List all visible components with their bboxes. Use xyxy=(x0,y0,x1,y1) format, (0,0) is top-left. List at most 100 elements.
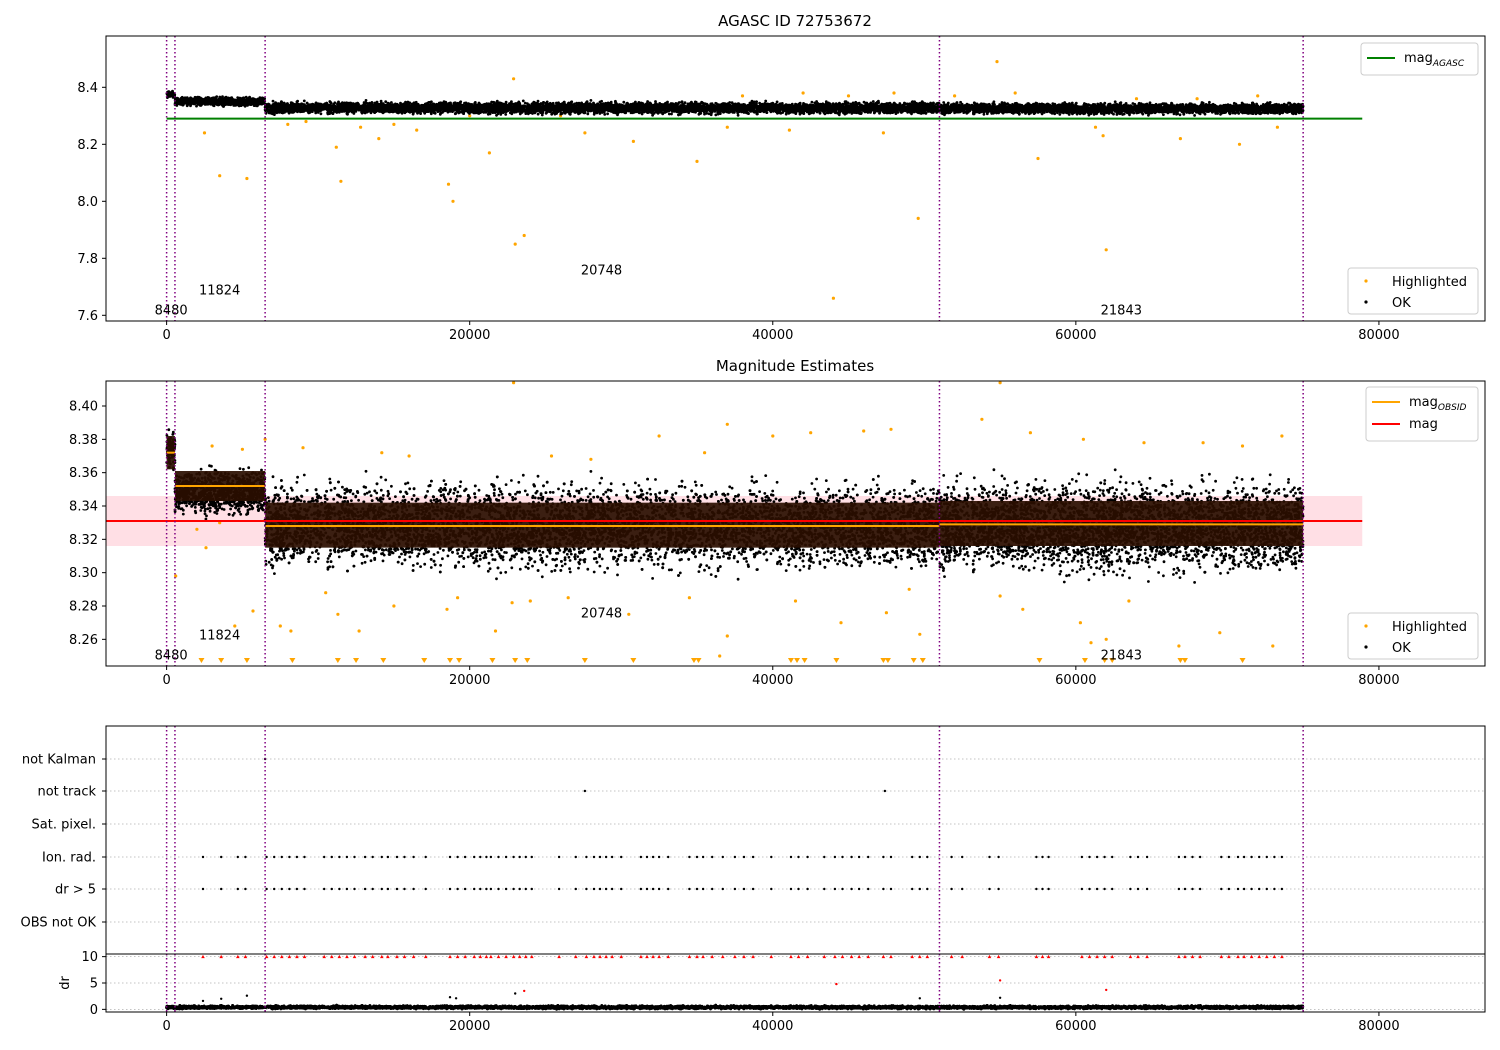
ok-point xyxy=(858,112,862,115)
highlighted-point xyxy=(522,233,526,238)
ok-point xyxy=(379,99,383,103)
ok-point xyxy=(209,99,213,103)
highlighted-point xyxy=(846,94,851,98)
ok-point xyxy=(202,98,205,102)
ok-point xyxy=(193,95,197,99)
highlighted-point xyxy=(218,174,222,178)
highlighted-point xyxy=(801,91,805,95)
highlighted-point xyxy=(916,216,920,220)
ok-point xyxy=(300,102,304,106)
ok-point xyxy=(257,100,261,104)
highlighted-point xyxy=(631,139,636,143)
ok-point xyxy=(248,97,251,100)
ok-point xyxy=(197,99,201,102)
ok-point xyxy=(586,112,590,116)
ok-point xyxy=(871,100,875,103)
ok-point xyxy=(187,100,191,104)
ok-point xyxy=(888,101,892,105)
highlighted-point xyxy=(1275,125,1279,129)
highlighted-point xyxy=(468,114,472,118)
ok-point xyxy=(784,112,788,116)
highlighted-point xyxy=(740,94,745,98)
ok-point xyxy=(674,102,678,105)
ok-point xyxy=(622,100,626,104)
highlighted-point xyxy=(304,119,308,124)
ok-point xyxy=(271,99,275,103)
ok-point xyxy=(346,112,349,116)
highlighted-point xyxy=(286,122,290,126)
ok-point xyxy=(178,99,182,102)
ok-point xyxy=(204,101,207,104)
ok-point xyxy=(207,96,211,100)
ok-point xyxy=(245,103,249,106)
ok-point xyxy=(736,102,740,106)
ok-point xyxy=(550,112,554,116)
highlighted-point xyxy=(1195,97,1199,101)
ok-point xyxy=(309,107,312,111)
highlighted-point xyxy=(1093,125,1098,129)
ok-point xyxy=(764,99,768,103)
ok-point xyxy=(544,111,548,115)
ok-point xyxy=(603,113,607,116)
ok-point xyxy=(677,101,681,104)
ok-point xyxy=(184,99,188,102)
ok-point xyxy=(229,102,233,106)
ok-point xyxy=(212,99,216,103)
ok-point xyxy=(173,97,177,101)
ok-point xyxy=(195,104,198,108)
highlighted-point xyxy=(892,91,896,95)
highlighted-point xyxy=(513,242,517,246)
ok-point xyxy=(261,97,264,101)
highlighted-point xyxy=(511,77,516,81)
ok-point xyxy=(171,96,175,99)
ok-point xyxy=(187,97,191,101)
ok-point xyxy=(222,103,226,106)
ok-point xyxy=(180,99,184,103)
agasc-panel-title: AGASC ID 72753672 xyxy=(718,12,872,30)
highlighted-point xyxy=(1013,91,1017,95)
ok-point xyxy=(167,93,171,97)
highlighted-point xyxy=(1256,94,1260,98)
ok-point xyxy=(192,101,195,105)
highlighted-point xyxy=(487,151,491,155)
ok-point xyxy=(606,112,609,116)
highlighted-point xyxy=(787,128,792,132)
ok-point xyxy=(181,103,185,106)
ok-point xyxy=(736,113,740,117)
ok-point xyxy=(170,92,174,95)
highlighted-point xyxy=(377,137,381,141)
highlighted-point xyxy=(1178,137,1182,141)
ok-point xyxy=(329,101,333,105)
ok-point xyxy=(178,102,182,106)
ok-point xyxy=(205,98,208,101)
highlighted-point xyxy=(415,128,419,132)
highlighted-point xyxy=(392,122,396,126)
ok-point xyxy=(248,99,251,103)
ok-point xyxy=(364,99,368,102)
ok-point xyxy=(213,102,217,105)
highlighted-point xyxy=(725,125,729,129)
highlighted-point xyxy=(446,182,451,186)
highlighted-point xyxy=(583,131,587,135)
ok-point xyxy=(589,99,593,102)
highlighted-point xyxy=(1101,134,1105,138)
ok-point xyxy=(253,99,256,103)
highlighted-point xyxy=(1036,156,1040,161)
ok-point xyxy=(195,99,199,102)
ok-point xyxy=(252,97,255,100)
ok-point xyxy=(198,101,201,105)
highlighted-point xyxy=(953,94,957,98)
ok-point xyxy=(167,90,171,94)
highlighted-point xyxy=(995,60,999,64)
ok-point xyxy=(634,100,637,104)
highlighted-point xyxy=(245,176,249,181)
highlighted-point xyxy=(695,159,699,163)
ok-point xyxy=(243,100,247,103)
highlighted-point xyxy=(451,199,455,203)
ok-point xyxy=(212,96,215,100)
ok-point xyxy=(319,112,323,116)
highlighted-point xyxy=(1134,97,1139,101)
